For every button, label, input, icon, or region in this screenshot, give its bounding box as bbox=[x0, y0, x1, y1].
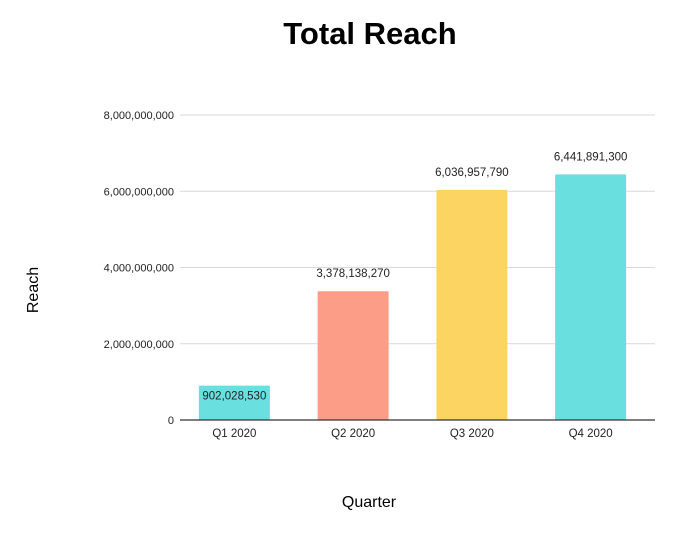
data-label: 6,441,891,300 bbox=[554, 151, 628, 163]
data-label: 902,028,530 bbox=[202, 391, 266, 403]
y-tick-label: 6,000,000,000 bbox=[104, 186, 174, 198]
x-tick-label: Q2 2020 bbox=[331, 428, 375, 440]
y-tick-label: 2,000,000,000 bbox=[104, 339, 174, 351]
y-tick-label: 4,000,000,000 bbox=[104, 263, 174, 275]
data-label: 3,378,138,270 bbox=[316, 268, 390, 280]
x-tick-label: Q4 2020 bbox=[569, 428, 613, 440]
bar bbox=[198, 385, 270, 420]
bar bbox=[436, 189, 508, 420]
x-tick-label: Q3 2020 bbox=[450, 428, 494, 440]
x-axis-label: Quarter bbox=[341, 494, 397, 511]
bar bbox=[555, 174, 627, 420]
y-tick-label: 8,000,000,000 bbox=[104, 110, 174, 122]
bar bbox=[317, 291, 389, 420]
y-tick-label: 0 bbox=[168, 415, 174, 427]
x-tick-label: Q1 2020 bbox=[212, 428, 256, 440]
data-label: 6,036,957,790 bbox=[435, 167, 509, 179]
chart-title: Total Reach bbox=[283, 16, 457, 51]
